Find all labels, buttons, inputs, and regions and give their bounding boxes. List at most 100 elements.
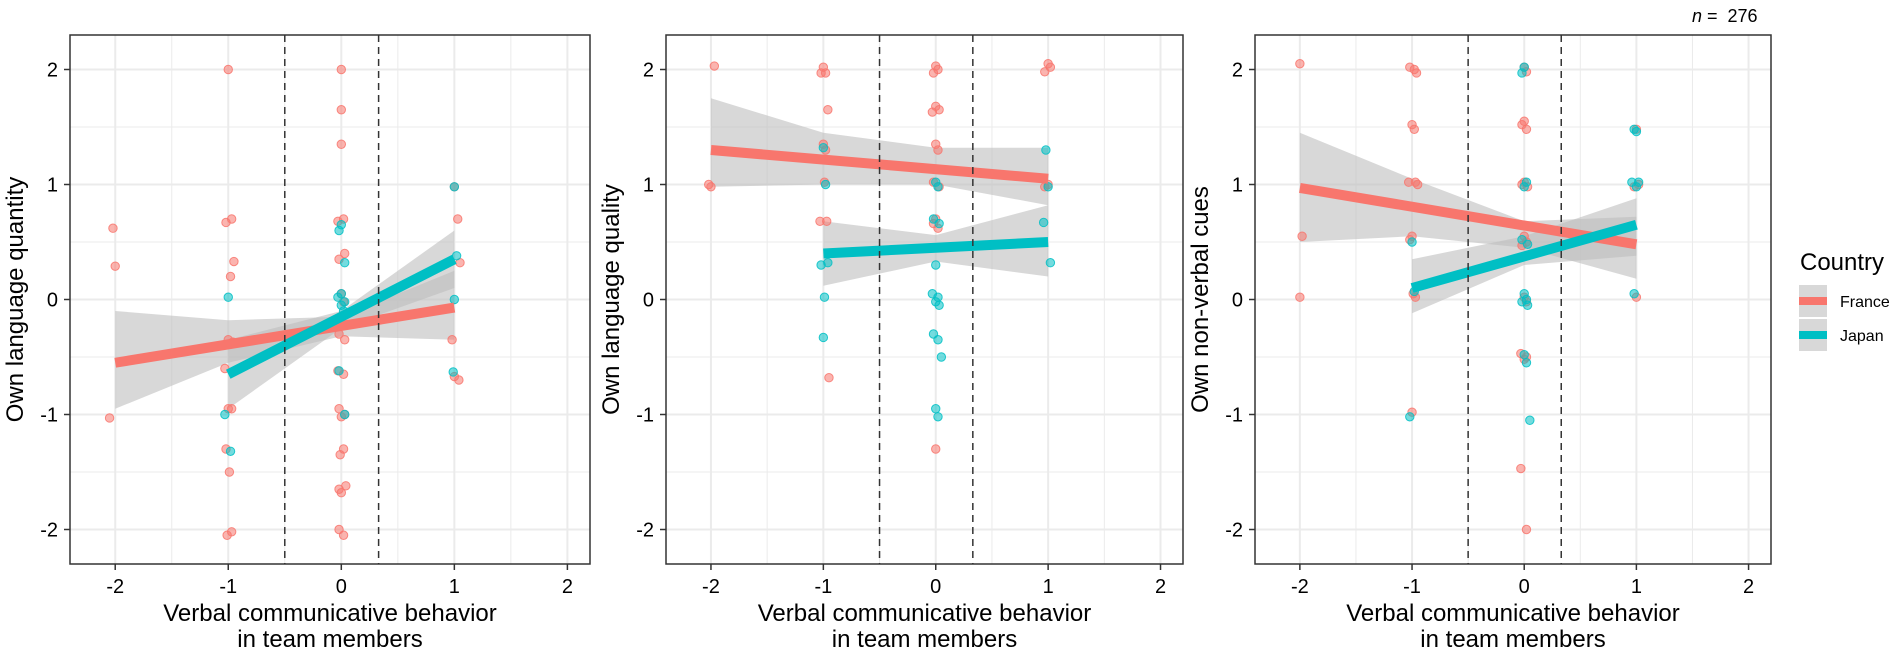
point-france <box>339 248 350 259</box>
y-tick-label: 1 <box>643 175 654 197</box>
point-japan <box>448 367 458 377</box>
point-france <box>816 68 826 78</box>
point-japan <box>933 182 943 192</box>
y-tick-label: 2 <box>643 60 654 82</box>
point-france <box>706 182 716 192</box>
x-axis-title-line2: in team members <box>832 626 1017 653</box>
point-france <box>453 214 463 224</box>
point-france <box>1295 59 1305 69</box>
x-tick-label: -1 <box>219 576 237 598</box>
point-france <box>110 261 120 271</box>
panel-1: -2 -1 0 1 2 -2 -1 0 1 2 Verbal communicative behav… <box>2 34 591 653</box>
point-japan <box>334 225 344 236</box>
legend-title: Country <box>1800 249 1884 276</box>
point-france <box>1295 292 1305 302</box>
y-tick-label: -1 <box>40 405 58 427</box>
point-japan <box>339 409 350 420</box>
point-france <box>226 214 237 224</box>
x-tick-label: 2 <box>1155 576 1166 598</box>
point-japan <box>818 143 829 153</box>
point-france <box>454 375 464 385</box>
point-japan <box>936 352 947 362</box>
point-japan <box>1631 126 1642 137</box>
n-symbol: n <box>1692 6 1702 26</box>
point-japan <box>933 412 943 422</box>
y-tick-label: -2 <box>1225 520 1243 542</box>
point-france <box>104 413 115 423</box>
point-france <box>336 488 347 498</box>
point-france <box>338 530 349 540</box>
point-japan <box>1525 415 1535 425</box>
point-japan <box>449 182 460 192</box>
point-france <box>226 527 237 537</box>
point-france <box>928 68 939 78</box>
point-japan <box>1522 239 1533 250</box>
point-japan <box>1043 182 1053 192</box>
point-japan <box>816 260 826 270</box>
point-japan <box>1045 258 1056 268</box>
y-tick-label: 0 <box>47 290 58 312</box>
y-tick-label: -1 <box>636 405 654 427</box>
point-france <box>108 223 118 233</box>
n-annotation: n = 276 <box>1692 6 1758 26</box>
point-japan <box>1038 217 1049 228</box>
point-france <box>931 444 941 454</box>
x-axis-title-line1: Verbal communicative behavior <box>163 600 497 627</box>
point-france <box>933 145 943 155</box>
point-france <box>224 467 235 477</box>
panel-2: -2 -1 0 1 2 -2 -1 0 1 2 Verbal communicative behav… <box>598 34 1184 653</box>
y-tick-label: 0 <box>643 290 654 312</box>
point-japan <box>1519 182 1529 192</box>
y-tick-label: -2 <box>40 520 58 542</box>
point-france <box>225 271 236 282</box>
point-france <box>229 256 239 267</box>
point-japan <box>1405 412 1415 422</box>
ci-band-france <box>710 98 1049 206</box>
x-axis-title-line1: Verbal communicative behavior <box>1346 600 1680 627</box>
point-france <box>1521 524 1532 535</box>
y-tick-label: 0 <box>1232 290 1243 312</box>
x-tick-label: -2 <box>702 576 720 598</box>
point-japan <box>1522 300 1533 310</box>
point-france <box>824 373 834 383</box>
point-japan <box>818 332 829 343</box>
point-japan <box>1041 145 1051 155</box>
point-japan <box>819 292 830 302</box>
regression-line-france <box>710 145 1049 184</box>
point-japan <box>1629 289 1639 299</box>
x-tick-label: 0 <box>336 576 347 598</box>
legend-label-japan: Japan <box>1840 328 1884 345</box>
x-tick-label: 0 <box>1519 576 1530 598</box>
regression-line-japan <box>1410 219 1638 293</box>
y-tick-label: -2 <box>636 520 654 542</box>
point-japan <box>339 258 350 268</box>
x-tick-label: 1 <box>1043 576 1054 598</box>
point-france <box>447 335 457 345</box>
point-france <box>1412 179 1423 190</box>
x-tick-label: -1 <box>814 576 832 598</box>
legend-label-france: France <box>1840 294 1890 311</box>
n-value: = 276 <box>1702 6 1758 26</box>
x-tick-label: -2 <box>1291 576 1309 598</box>
point-japan <box>449 294 460 305</box>
x-axis-title-line1: Verbal communicative behavior <box>758 600 1092 627</box>
y-tick-label: 2 <box>1232 60 1243 82</box>
point-japan <box>220 409 230 420</box>
y-axis-title: Own non-verbal cues <box>1187 186 1214 413</box>
regression-line-japan <box>225 254 457 379</box>
point-france <box>823 105 833 115</box>
point-japan <box>931 404 941 414</box>
point-japan <box>1631 182 1642 192</box>
point-japan <box>1519 350 1529 360</box>
x-tick-label: 1 <box>1631 576 1642 598</box>
legend-key-japan-line <box>1799 331 1827 339</box>
y-tick-label: -1 <box>1225 405 1243 427</box>
point-japan <box>223 292 233 302</box>
point-france <box>1297 231 1307 241</box>
point-france <box>1516 463 1526 474</box>
y-axis-title: Own language quality <box>598 184 625 415</box>
legend: Country France Japan <box>1799 249 1890 351</box>
x-tick-label: 2 <box>1743 576 1754 598</box>
point-japan <box>934 218 944 229</box>
